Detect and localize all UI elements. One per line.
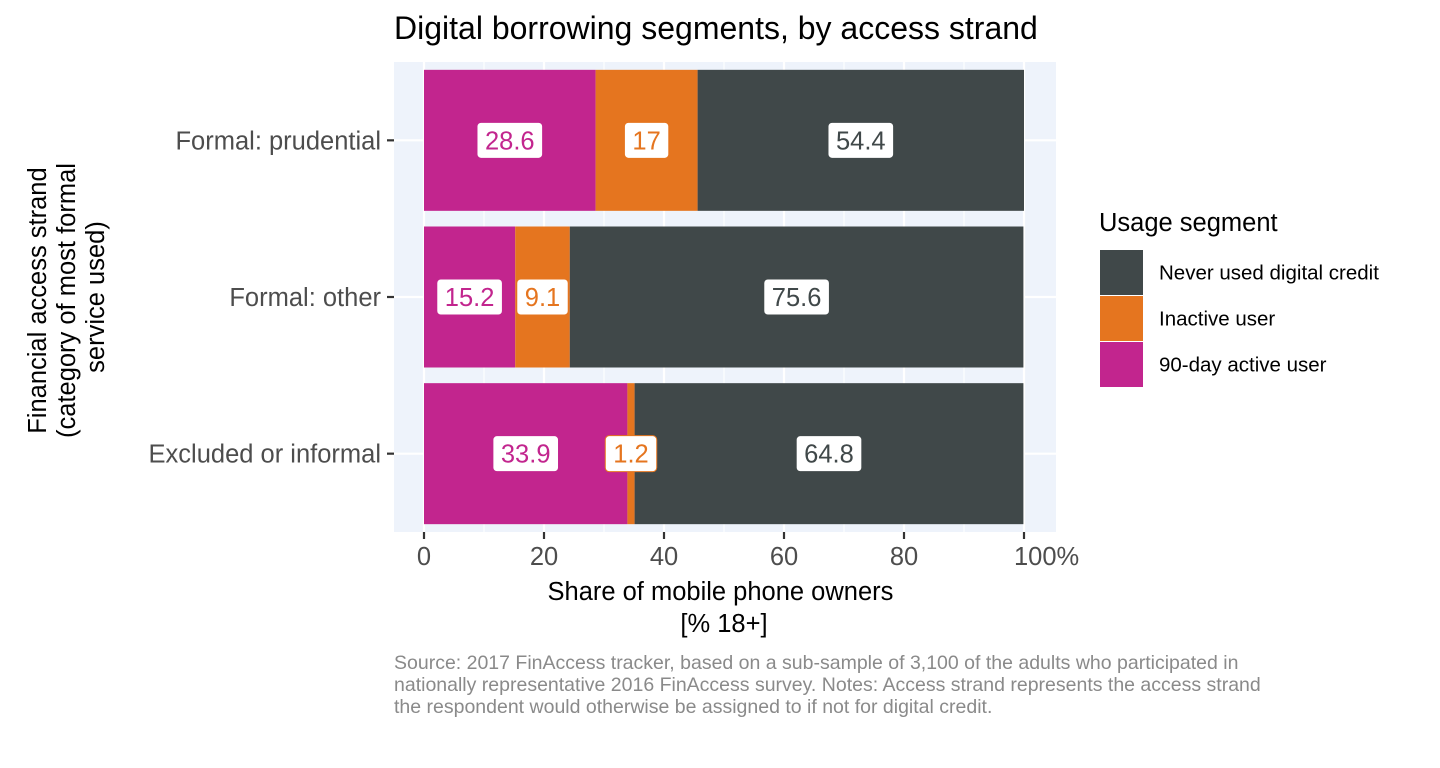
legend-key-never-used-digital-credit (1100, 250, 1143, 295)
legend-label-90-day-active-user: 90-day active user (1159, 354, 1327, 377)
x-tick-label: 20 (530, 543, 558, 571)
x-tick-label: 100% (1014, 543, 1079, 571)
data-label-inactive-user-excluded-or-informal: 1.2 (604, 435, 658, 473)
data-label-90-day-active-user-excluded-or-informal: 33.9 (492, 435, 560, 473)
legend-key-inactive-user (1100, 296, 1143, 341)
x-axis-title: Share of mobile phone owners [% 18+] (548, 578, 901, 638)
data-labels: 28.6 17 54.4 15.2 9.1 75.6 33.9 1.2 64.8 (436, 121, 895, 473)
y-tick-label: Formal: prudential (175, 127, 381, 155)
svg-text:64.8: 64.8 (804, 441, 854, 469)
source-note: Source: 2017 FinAccess tracker, based on… (394, 652, 1261, 718)
x-axis-title-line-2: [% 18+] (680, 610, 767, 638)
data-label-never-used-digital-credit-formal-other: 75.6 (763, 278, 830, 316)
svg-text:54.4: 54.4 (836, 127, 886, 155)
data-label-never-used-digital-credit-excluded-or-informal: 64.8 (795, 435, 863, 473)
y-axis-title: Financial access strand (category of mos… (24, 156, 110, 438)
y-axis-title-line-1: Financial access strand (24, 167, 52, 433)
svg-text:15.2: 15.2 (445, 284, 495, 312)
y-axis-title-line-3: service used) (82, 221, 110, 373)
svg-text:9.1: 9.1 (525, 284, 560, 312)
data-label-inactive-user-formal-prudential: 17 (623, 121, 670, 159)
x-tick-label: 80 (890, 543, 918, 571)
x-axis-title-line-1: Share of mobile phone owners (548, 578, 894, 606)
x-tick-label: 40 (650, 543, 678, 571)
svg-text:28.6: 28.6 (485, 127, 535, 155)
y-axis: Formal: prudential Formal: other Excluded … (149, 127, 394, 469)
y-tick-label: Formal: other (229, 284, 381, 312)
svg-text:Financial access strand: Financial access strand (category of mos… (24, 156, 110, 438)
x-tick-label: 0 (417, 543, 431, 571)
svg-text:75.6: 75.6 (772, 284, 822, 312)
y-axis-title-line-2: (category of most formal (53, 163, 81, 438)
legend-key-90-day-active-user (1100, 342, 1143, 387)
x-tick-label: 60 (770, 543, 798, 571)
y-tick-label: Excluded or informal (149, 441, 381, 469)
legend-title: Usage segment (1099, 209, 1278, 237)
svg-text:1.2: 1.2 (613, 441, 648, 469)
data-label-inactive-user-formal-other: 9.1 (516, 278, 569, 316)
x-axis: 0 20 40 60 80 100% (417, 532, 1079, 571)
chart-title: Digital borrowing segments, by access st… (394, 10, 1038, 46)
data-label-90-day-active-user-formal-prudential: 28.6 (476, 121, 544, 159)
data-label-90-day-active-user-formal-other: 15.2 (436, 278, 503, 316)
data-label-never-used-digital-credit-formal-prudential: 54.4 (827, 121, 895, 159)
svg-text:33.9: 33.9 (501, 441, 551, 469)
legend-label-never-used-digital-credit: Never used digital credit (1159, 262, 1379, 285)
legend-label-inactive-user: Inactive user (1159, 308, 1275, 331)
svg-text:17: 17 (632, 127, 660, 155)
legend: Usage segment Never used digital credit I… (1099, 209, 1379, 387)
